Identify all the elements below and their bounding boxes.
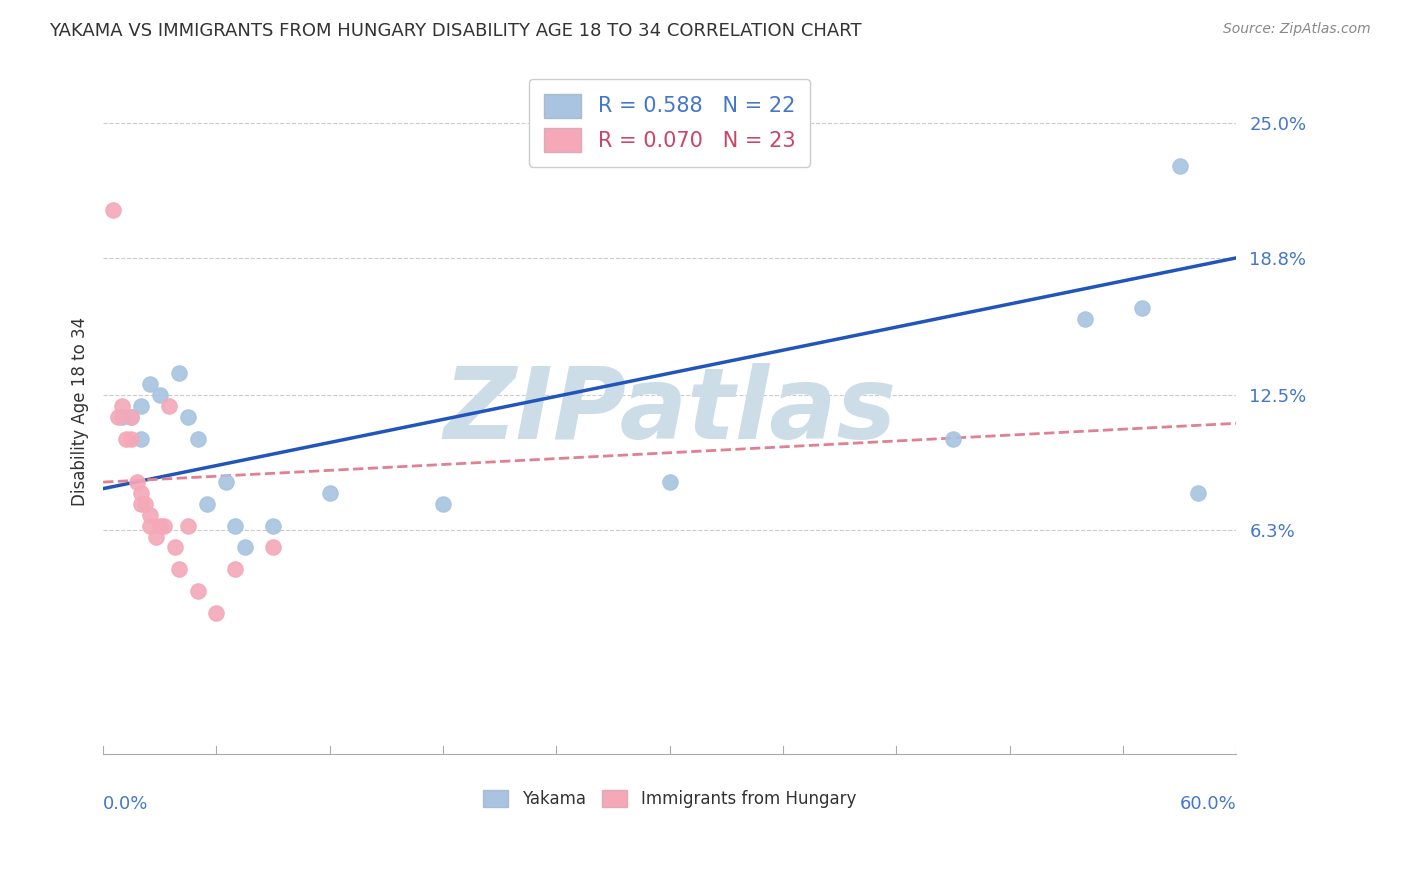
- Point: [262, 518, 284, 533]
- Point: [167, 366, 190, 380]
- Point: [658, 475, 681, 489]
- Point: [177, 409, 200, 424]
- Point: [152, 518, 174, 533]
- Point: [139, 518, 162, 533]
- Point: [111, 399, 134, 413]
- Text: 0.0%: 0.0%: [103, 796, 149, 814]
- Point: [149, 518, 172, 533]
- Point: [111, 409, 134, 424]
- Point: [215, 475, 238, 489]
- Point: [101, 202, 124, 217]
- Point: [157, 399, 180, 413]
- Point: [139, 508, 162, 522]
- Point: [1074, 311, 1097, 326]
- Text: 60.0%: 60.0%: [1180, 796, 1236, 814]
- Point: [129, 399, 152, 413]
- Point: [224, 562, 246, 576]
- Point: [134, 497, 156, 511]
- Point: [120, 409, 142, 424]
- Point: [129, 497, 152, 511]
- Point: [120, 409, 142, 424]
- Point: [224, 518, 246, 533]
- Point: [1187, 486, 1209, 500]
- Point: [145, 529, 167, 543]
- Point: [1168, 160, 1191, 174]
- Point: [120, 432, 142, 446]
- Y-axis label: Disability Age 18 to 34: Disability Age 18 to 34: [72, 317, 89, 506]
- Point: [205, 606, 228, 620]
- Point: [127, 475, 149, 489]
- Point: [1130, 301, 1153, 315]
- Point: [163, 541, 186, 555]
- Point: [114, 432, 136, 446]
- Point: [167, 562, 190, 576]
- Point: [187, 583, 209, 598]
- Text: Source: ZipAtlas.com: Source: ZipAtlas.com: [1223, 22, 1371, 37]
- Point: [177, 518, 200, 533]
- Point: [187, 432, 209, 446]
- Point: [319, 486, 342, 500]
- Text: YAKAMA VS IMMIGRANTS FROM HUNGARY DISABILITY AGE 18 TO 34 CORRELATION CHART: YAKAMA VS IMMIGRANTS FROM HUNGARY DISABI…: [49, 22, 862, 40]
- Point: [129, 432, 152, 446]
- Point: [432, 497, 454, 511]
- Point: [195, 497, 218, 511]
- Point: [107, 409, 129, 424]
- Point: [139, 377, 162, 392]
- Point: [942, 432, 965, 446]
- Point: [129, 486, 152, 500]
- Point: [233, 541, 256, 555]
- Legend: Yakama, Immigrants from Hungary: Yakama, Immigrants from Hungary: [477, 783, 863, 814]
- Point: [149, 388, 172, 402]
- Text: ZIPatlas: ZIPatlas: [443, 363, 896, 460]
- Point: [262, 541, 284, 555]
